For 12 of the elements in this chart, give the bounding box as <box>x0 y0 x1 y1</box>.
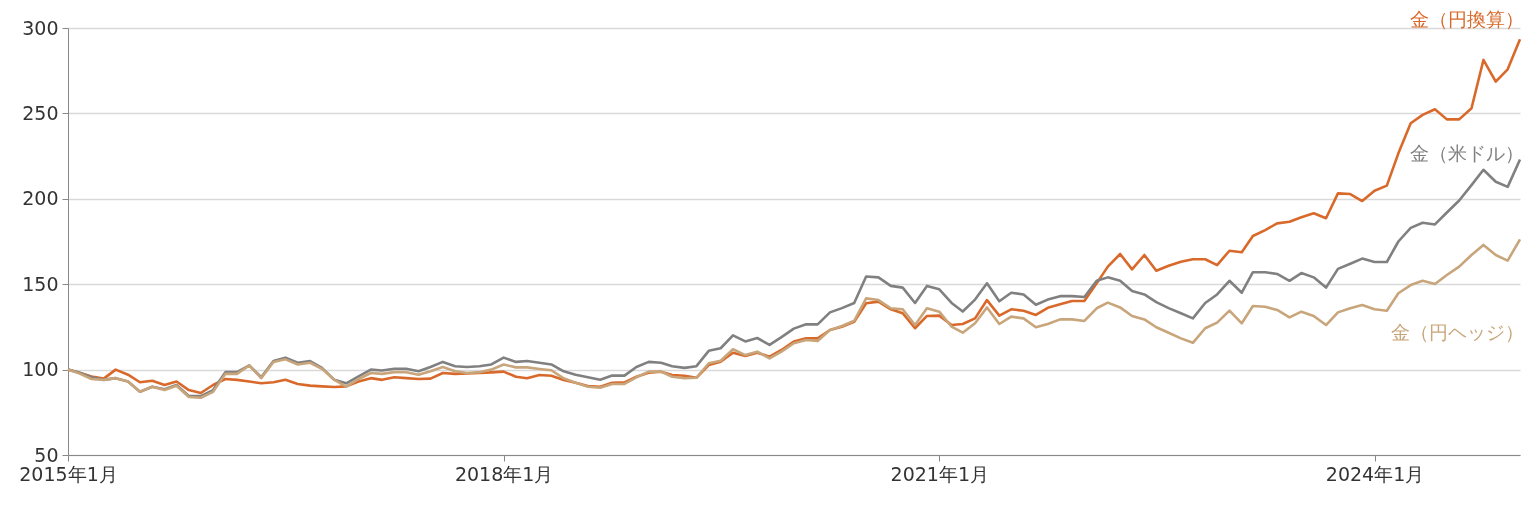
line-series <box>66 237 1522 400</box>
y-tick-label: 100 <box>22 358 59 381</box>
series-label: 金（米ドル） <box>1410 141 1524 164</box>
x-tick-label: 2018年1月 <box>454 462 554 485</box>
series-label: 金（円換算） <box>1410 8 1524 31</box>
x-tick-label: 2021年1月 <box>890 462 990 485</box>
y-tick-label: 300 <box>22 16 59 39</box>
y-tick-label: 250 <box>22 101 59 124</box>
y-tick-label: 150 <box>22 272 59 295</box>
y-tick-label: 200 <box>22 187 59 210</box>
series-label: 金（円ヘッジ） <box>1391 321 1524 344</box>
x-tick-label: 2024年1月 <box>1325 462 1425 485</box>
